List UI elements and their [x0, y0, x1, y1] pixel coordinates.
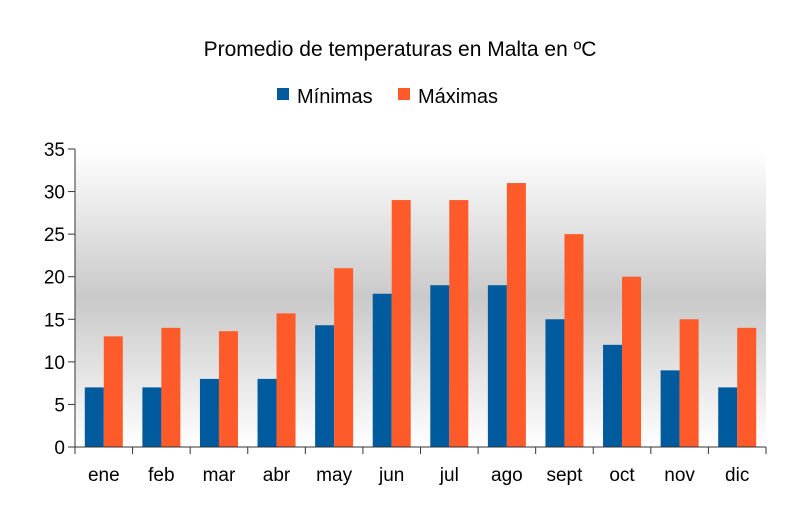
bar-minimas-mar — [199, 378, 219, 447]
legend: Mínimas Máximas — [277, 86, 498, 108]
bar-minimas-sept — [545, 319, 565, 447]
x-tick-label: dic — [725, 465, 749, 486]
bar-maximas-ago — [506, 183, 526, 448]
y-tick-label: 35 — [44, 140, 65, 161]
bar-maximas-jul — [449, 200, 469, 447]
bar-minimas-nov — [660, 370, 680, 447]
x-tick-label: nov — [664, 465, 695, 486]
bar-maximas-dic — [737, 327, 757, 447]
legend-swatch-minimas — [277, 88, 289, 100]
bar-maximas-ene — [103, 336, 123, 447]
bar-minimas-abr — [257, 378, 277, 447]
x-tick-label: may — [316, 465, 352, 486]
legend-swatch-maximas — [398, 88, 410, 100]
bar-maximas-feb — [161, 327, 181, 447]
y-axis-ticks: 0 5 10 15 20 25 30 35 — [44, 140, 75, 459]
legend-label-minimas: Mínimas — [297, 86, 373, 108]
x-tick-label: jun — [378, 465, 404, 486]
bar-minimas-may — [315, 325, 335, 447]
bar-minimas-jun — [372, 293, 392, 447]
legend-label-maximas: Máximas — [418, 86, 498, 108]
x-tick-label: ene — [88, 465, 120, 486]
bar-minimas-ago — [487, 285, 507, 447]
y-tick-label: 10 — [44, 353, 65, 374]
x-tick-label: ago — [491, 465, 523, 486]
bar-minimas-ene — [84, 387, 104, 447]
bar-minimas-dic — [718, 387, 738, 447]
plot-area — [75, 149, 766, 447]
bar-maximas-sept — [564, 234, 584, 447]
chart-title: Promedio de temperaturas en Malta en ºC — [204, 38, 597, 61]
bar-minimas-feb — [142, 387, 162, 447]
x-tick-label: mar — [203, 465, 236, 486]
bar-maximas-abr — [276, 313, 296, 447]
y-tick-label: 5 — [54, 395, 65, 416]
x-tick-label: oct — [609, 465, 635, 486]
bar-maximas-jun — [391, 200, 411, 447]
bar-minimas-jul — [430, 285, 450, 447]
bar-maximas-mar — [218, 331, 238, 447]
bar-maximas-may — [334, 268, 354, 447]
x-tick-label: sept — [546, 465, 583, 486]
y-tick-label: 15 — [44, 310, 65, 331]
x-axis-ticks: ene feb mar abr may jun jul ago sept oct nov dic — [74, 447, 767, 486]
bar-minimas-oct — [603, 344, 623, 447]
bars — [84, 183, 757, 448]
y-tick-label: 20 — [44, 268, 65, 289]
x-tick-label: feb — [148, 465, 174, 486]
x-tick-label: jul — [439, 465, 459, 486]
bar-maximas-oct — [622, 276, 642, 447]
x-tick-label: abr — [263, 465, 291, 486]
y-tick-label: 0 — [54, 438, 65, 459]
y-tick-label: 25 — [44, 225, 65, 246]
y-tick-label: 30 — [44, 183, 65, 204]
bar-maximas-nov — [679, 319, 699, 447]
